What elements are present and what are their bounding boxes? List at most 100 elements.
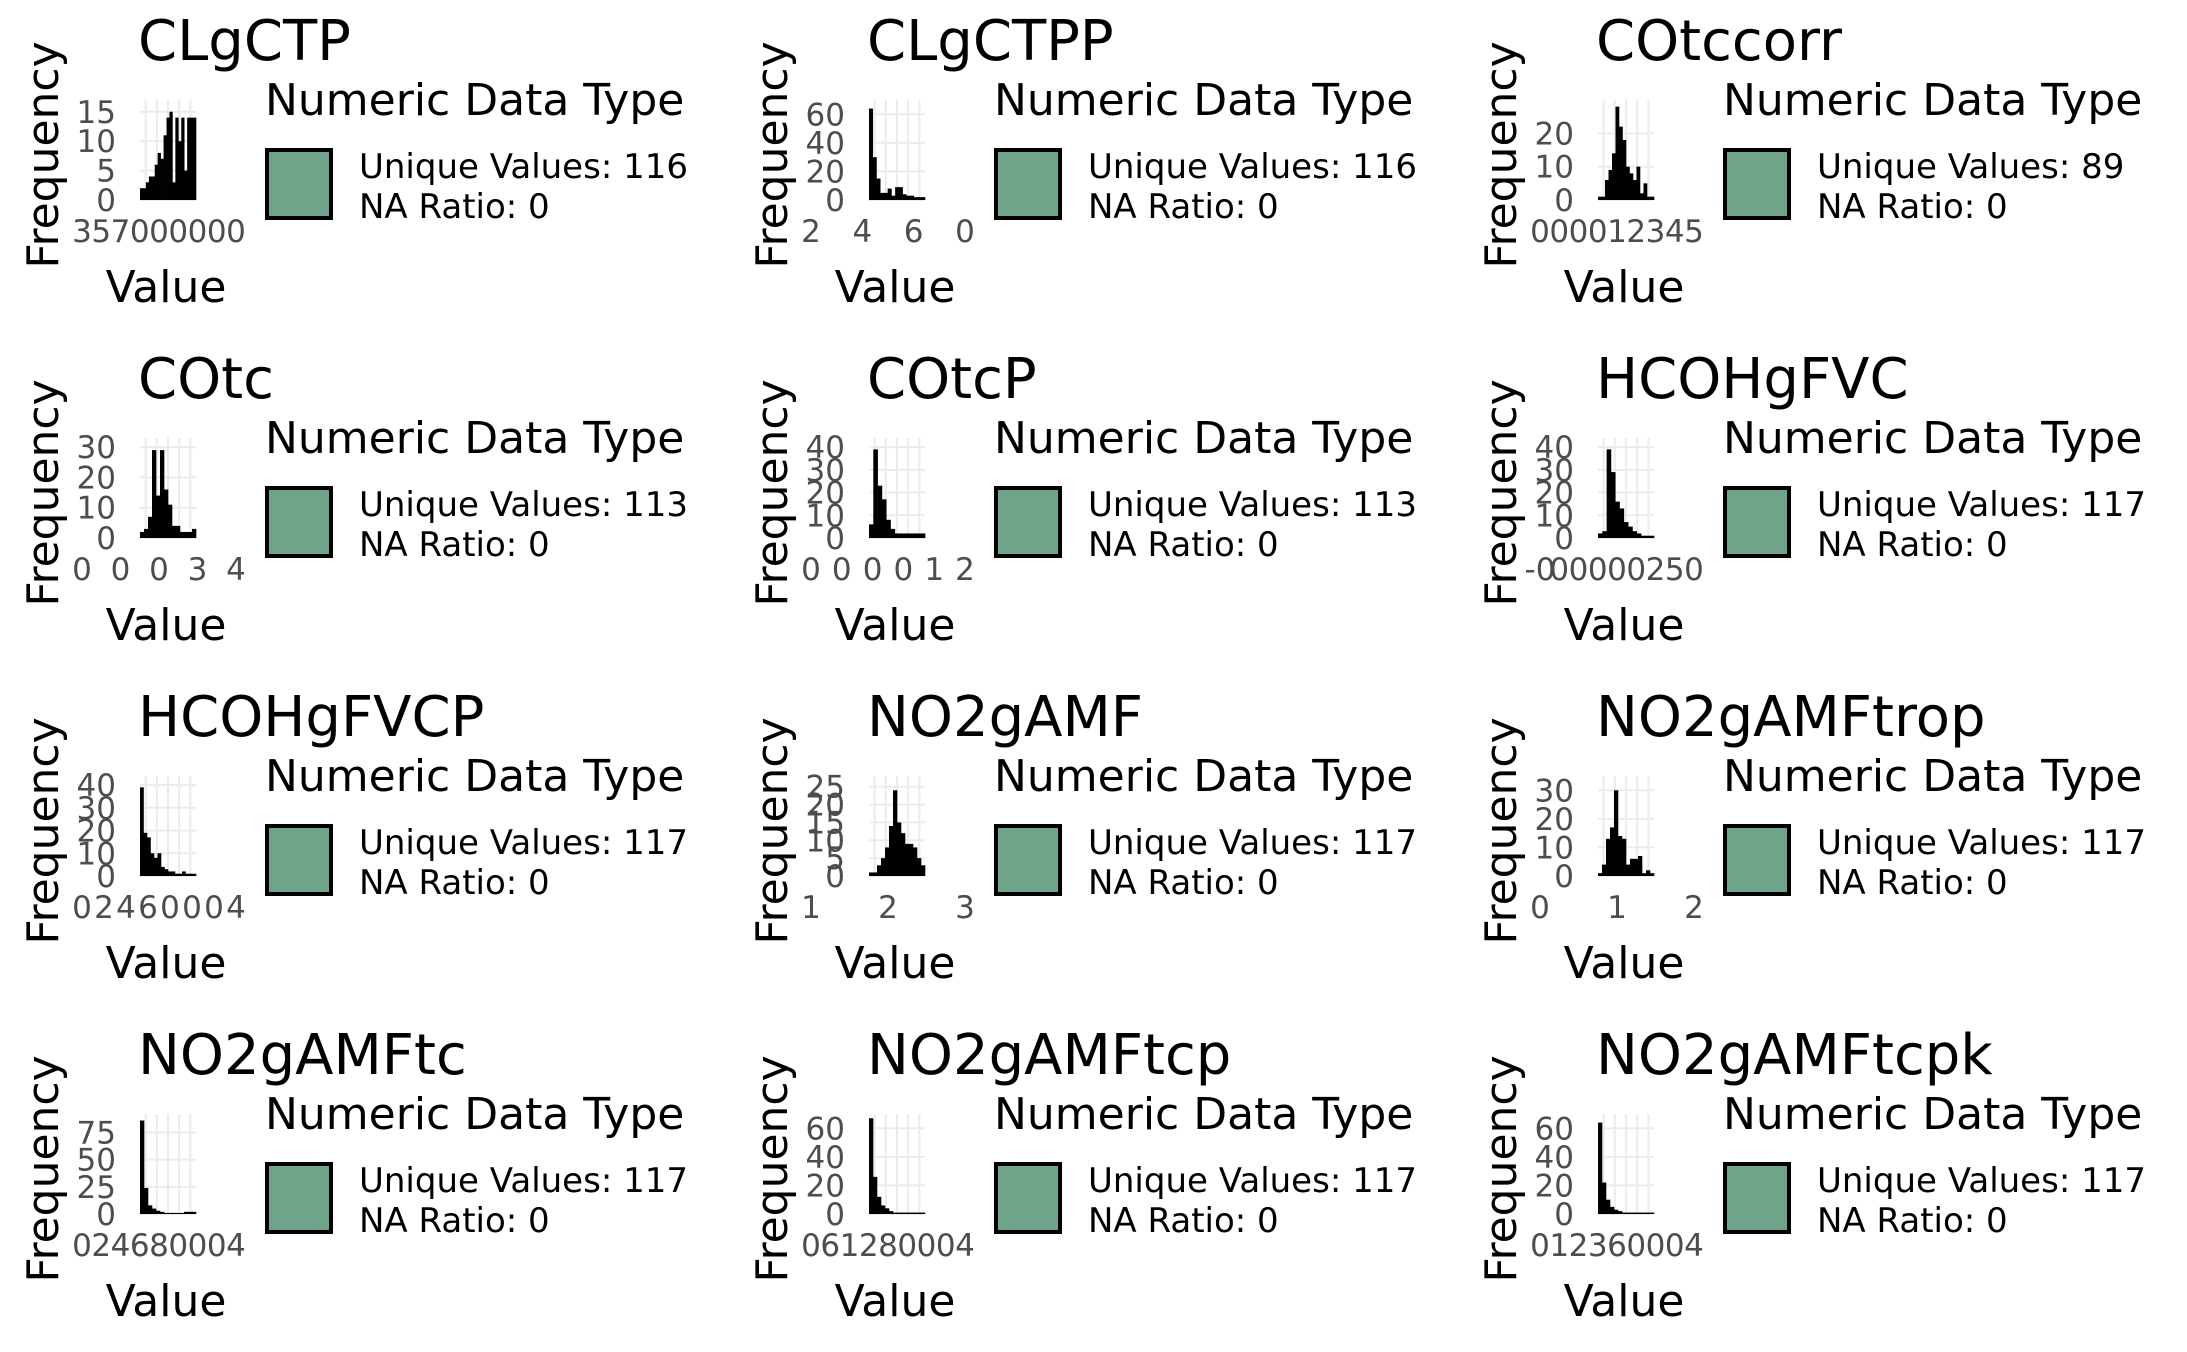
- x-tick-label: 3: [188, 552, 208, 588]
- x-tick-label: 2: [91, 1228, 111, 1264]
- histogram-bar: [1626, 864, 1631, 876]
- y-tick-label: 50: [77, 1143, 116, 1179]
- histogram-bar: [873, 449, 878, 538]
- x-tick-label: 0: [1646, 1228, 1666, 1264]
- y-axis-label: Frequency: [747, 41, 798, 268]
- x-axis-label: Value: [1564, 262, 1685, 313]
- x-tick-label: 0: [72, 552, 92, 588]
- x-tick-label: 0: [894, 552, 914, 588]
- x-axis-label: Value: [835, 938, 956, 989]
- y-tick-label: 40: [806, 126, 845, 162]
- histogram-bar: [1630, 1212, 1635, 1214]
- histogram-bar: [163, 135, 167, 200]
- histogram-bar: [1614, 1209, 1619, 1214]
- y-tick-label: 30: [77, 791, 116, 827]
- histogram-bar: [886, 519, 891, 538]
- histogram-bar: [184, 531, 189, 538]
- histogram-bar: [148, 1205, 153, 1214]
- y-tick-label: 40: [77, 768, 116, 804]
- legend-title: Numeric Data Type: [994, 75, 1413, 126]
- histogram-bar: [140, 188, 144, 200]
- y-tick-label: 40: [806, 1140, 845, 1176]
- x-tick-label: 0: [1626, 552, 1646, 588]
- histogram-bar: [164, 1212, 169, 1214]
- legend-na-ratio: NA Ratio: 0: [1817, 525, 2008, 565]
- histogram-bar: [1650, 873, 1655, 876]
- histogram-bar: [895, 187, 900, 200]
- legend-unique-values: Unique Values: 116: [359, 147, 688, 187]
- y-tick-label: 15: [806, 805, 845, 841]
- histogram-bar: [168, 504, 173, 538]
- x-tick-label: 8: [878, 1228, 898, 1264]
- x-tick-label: 0: [188, 214, 208, 250]
- histogram-bar: [907, 533, 913, 538]
- x-tick-label: 1: [801, 890, 821, 926]
- histogram-bar: [1636, 166, 1641, 200]
- histogram-panel: NO2gAMFtrop Frequency Value 0 10 20 30 0 1 2 Numer…: [1458, 676, 2187, 1014]
- panel-title: NO2gAMF: [867, 685, 1143, 750]
- histogram-bar: [1638, 856, 1643, 876]
- x-tick-label: -0: [1525, 552, 1556, 588]
- histogram-bar: [1606, 449, 1612, 538]
- legend-na-ratio: NA Ratio: 0: [359, 1201, 550, 1241]
- histogram-bar: [920, 533, 926, 538]
- histogram-bar: [164, 489, 169, 538]
- histogram-bar: [1623, 522, 1629, 538]
- histogram-bar: [164, 869, 169, 876]
- x-tick-label: 6: [138, 890, 158, 926]
- legend-key: [265, 148, 333, 220]
- x-tick-label: 2: [1684, 890, 1704, 926]
- histogram-bar: [1619, 508, 1625, 538]
- histogram-bar: [168, 871, 172, 876]
- histogram-bar: [889, 826, 894, 876]
- histogram-bar: [145, 182, 150, 200]
- y-tick-label: 10: [806, 823, 845, 859]
- histogram-bar: [1646, 870, 1651, 876]
- histogram-bar: [1608, 170, 1613, 200]
- panel-title: HCOHgFVC: [1596, 347, 1909, 412]
- x-tick-label: 2: [1646, 552, 1666, 588]
- legend-na-ratio: NA Ratio: 0: [1088, 1201, 1279, 1241]
- x-tick-label: 0: [801, 552, 821, 588]
- legend-na-ratio: NA Ratio: 0: [1817, 187, 2008, 227]
- x-axis-label: Value: [106, 938, 227, 989]
- histogram-bar: [1615, 106, 1620, 200]
- y-axis-label: Frequency: [18, 379, 69, 606]
- y-tick-label: 0: [1554, 183, 1574, 219]
- y-tick-label: 0: [825, 859, 845, 895]
- panel-title: HCOHgFVCP: [138, 685, 484, 750]
- y-tick-label: 20: [77, 460, 116, 496]
- x-tick-label: 0: [72, 1228, 92, 1264]
- histogram-bar: [1622, 140, 1627, 200]
- histogram-bar: [893, 1212, 898, 1214]
- histogram-bar: [1602, 531, 1607, 538]
- histogram-bar: [1645, 535, 1650, 538]
- legend-title: Numeric Data Type: [994, 751, 1413, 802]
- y-tick-label: 10: [1535, 498, 1574, 534]
- histogram-bar: [872, 157, 877, 200]
- y-tick-label: 60: [1535, 1111, 1574, 1147]
- histogram-panel: COtcP Frequency Value 0 10 20 30 40 0 0 0 0 1 2 Numeri…: [729, 338, 1458, 676]
- histogram-bar: [869, 108, 874, 200]
- histogram-bar: [1626, 1212, 1631, 1214]
- x-tick-label: 0: [188, 1228, 208, 1264]
- histogram-bar: [140, 787, 144, 876]
- legend-title: Numeric Data Type: [1723, 413, 2142, 464]
- x-tick-label: 2: [801, 214, 821, 250]
- x-tick-label: 0: [207, 1228, 227, 1264]
- legend-unique-values: Unique Values: 113: [359, 485, 688, 525]
- y-tick-label: 0: [1554, 859, 1574, 895]
- histogram-panel: CLgCTP Frequency Value 0 5 10 15 3 5 7 0 0 0 0 0 0 Numer…: [0, 0, 729, 338]
- x-tick-label: 0: [1549, 214, 1569, 250]
- x-tick-label: 0: [207, 214, 227, 250]
- histogram-bar: [178, 873, 183, 876]
- y-axis-label: Frequency: [747, 1055, 798, 1282]
- histogram-bar: [176, 1212, 181, 1214]
- histogram-bar: [1602, 1182, 1607, 1214]
- panel-title: COtccorr: [1596, 9, 1843, 74]
- x-tick-label: 1: [840, 1228, 860, 1264]
- histogram-bar: [1610, 472, 1616, 538]
